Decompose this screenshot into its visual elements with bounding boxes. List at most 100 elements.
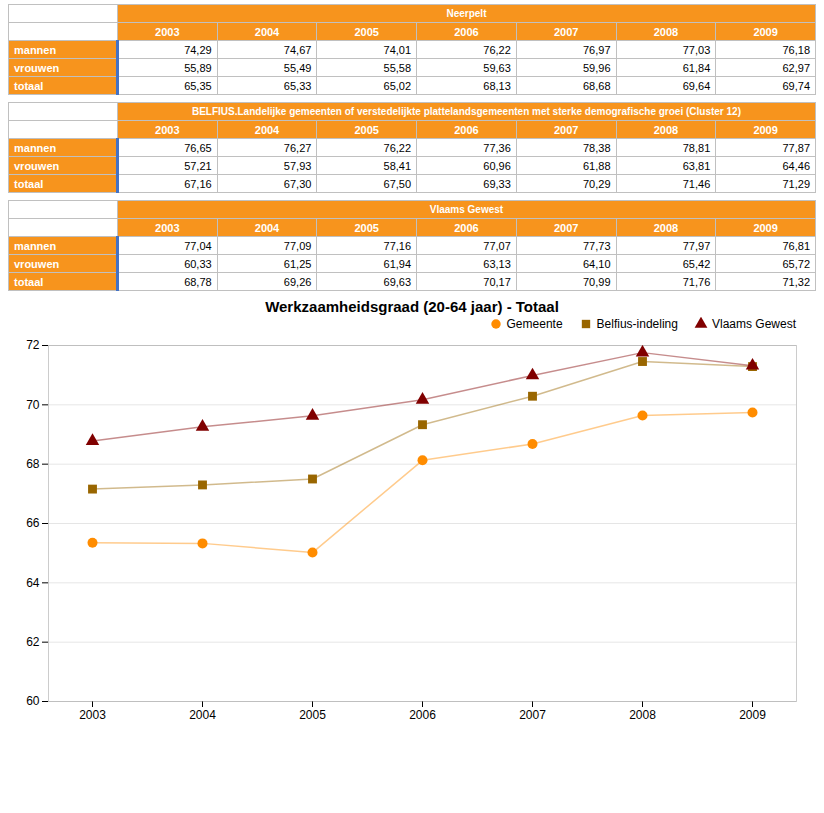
- html-text:2003: 2003: [155, 123, 180, 136]
- html-text:59,96: 59,96: [583, 61, 611, 74]
- html-text:vrouwen: vrouwen: [14, 159, 60, 172]
- html-text:65,33: 65,33: [283, 79, 312, 92]
- html-text:61,84: 61,84: [682, 61, 711, 74]
- html-text:2006: 2006: [454, 123, 479, 136]
- html-text:58,41: 58,41: [383, 159, 412, 172]
- html-text:63,81: 63,81: [682, 159, 711, 172]
- html-text:71,29: 71,29: [782, 177, 810, 190]
- html-text:2004: 2004: [254, 221, 280, 234]
- html-text:69,64: 69,64: [682, 79, 711, 92]
- html-text:76,97: 76,97: [583, 43, 611, 56]
- html-text:76,22: 76,22: [483, 43, 511, 56]
- html-text:mannen: mannen: [14, 43, 57, 56]
- html-text:60,96: 60,96: [483, 159, 511, 172]
- html-text:2007: 2007: [553, 123, 579, 136]
- html-text:61,88: 61,88: [583, 159, 611, 172]
- html-text:70,29: 70,29: [583, 177, 611, 190]
- html-text:2006: 2006: [454, 221, 479, 234]
- svg-text:2005: 2005: [299, 708, 326, 722]
- html-text:55,89: 55,89: [184, 61, 212, 74]
- html-text:2007: 2007: [553, 25, 579, 38]
- html-text:Werkzaamheidsgraad (20-64 jaar: Werkzaamheidsgraad (20-64 jaar) - Totaal: [265, 298, 559, 315]
- html-text:77,07: 77,07: [483, 239, 511, 252]
- html-text:vrouwen: vrouwen: [14, 61, 60, 74]
- html-text:67,16: 67,16: [184, 177, 212, 190]
- html-text:63,13: 63,13: [483, 257, 511, 270]
- html-text:67,50: 67,50: [383, 177, 412, 190]
- svg-text:2007: 2007: [519, 708, 546, 722]
- html-text:2004: 2004: [254, 123, 280, 136]
- html-text:77,09: 77,09: [283, 239, 312, 252]
- html-text:2009: 2009: [753, 123, 778, 136]
- html-text:2005: 2005: [354, 25, 379, 38]
- html-text:71,46: 71,46: [682, 177, 711, 190]
- html-text:68,13: 68,13: [483, 79, 511, 92]
- html-text:2008: 2008: [653, 221, 679, 234]
- html-text:64,46: 64,46: [782, 159, 810, 172]
- html-text:78,38: 78,38: [583, 141, 611, 154]
- html-text:2005: 2005: [354, 221, 379, 234]
- svg-text:62: 62: [26, 635, 40, 649]
- html-text:61,25: 61,25: [283, 257, 312, 270]
- html-text:2003: 2003: [155, 25, 180, 38]
- html-text:76,18: 76,18: [782, 43, 810, 56]
- html-text:77,04: 77,04: [184, 239, 212, 252]
- html-text:2009: 2009: [753, 25, 778, 38]
- html-text:77,73: 77,73: [583, 239, 611, 252]
- svg-text:2004: 2004: [189, 708, 216, 722]
- html-text:2008: 2008: [653, 25, 679, 38]
- html-text:57,21: 57,21: [184, 159, 212, 172]
- html-text:2003: 2003: [155, 221, 180, 234]
- html-text:55,49: 55,49: [283, 61, 312, 74]
- html-text:2006: 2006: [454, 25, 479, 38]
- html-text:74,01: 74,01: [383, 43, 412, 56]
- html-text:65,35: 65,35: [184, 79, 212, 92]
- svg-text:2006: 2006: [409, 708, 436, 722]
- html-text:77,87: 77,87: [782, 141, 810, 154]
- html-text:74,67: 74,67: [283, 43, 312, 56]
- svg-text:64: 64: [26, 576, 40, 590]
- html-text:62,97: 62,97: [782, 61, 810, 74]
- html-text:74,29: 74,29: [184, 43, 212, 56]
- html-text:57,93: 57,93: [283, 159, 312, 172]
- svg-text:60: 60: [26, 694, 40, 708]
- html-text:2008: 2008: [653, 123, 679, 136]
- html-text:68,68: 68,68: [583, 79, 611, 92]
- html-text:2009: 2009: [753, 221, 778, 234]
- svg-text:2008: 2008: [629, 708, 656, 722]
- html-text:mannen: mannen: [14, 141, 57, 154]
- html-text:69,33: 69,33: [483, 177, 511, 190]
- html-text:2007: 2007: [553, 221, 579, 234]
- svg-text:2009: 2009: [739, 708, 766, 722]
- svg-text:2003: 2003: [79, 708, 106, 722]
- html-text:vrouwen: vrouwen: [14, 257, 60, 270]
- html-text:77,36: 77,36: [483, 141, 511, 154]
- html-text:55,58: 55,58: [383, 61, 412, 74]
- html-text:2005: 2005: [354, 123, 379, 136]
- html-text:totaal: totaal: [14, 177, 44, 190]
- html-text:65,02: 65,02: [383, 79, 412, 92]
- html-text:76,65: 76,65: [184, 141, 212, 154]
- svg-text:66: 66: [26, 516, 40, 530]
- html-text:76,27: 76,27: [283, 141, 312, 154]
- html-text:76,22: 76,22: [383, 141, 412, 154]
- html-text:76,81: 76,81: [782, 239, 810, 252]
- html-text:totaal: totaal: [14, 79, 44, 92]
- html-text:59,63: 59,63: [483, 61, 511, 74]
- svg-text:70: 70: [26, 398, 40, 412]
- html-text:77,97: 77,97: [682, 239, 711, 252]
- svg-text:72: 72: [26, 338, 40, 352]
- html-text:mannen: mannen: [14, 239, 57, 252]
- html-text:61,94: 61,94: [383, 257, 412, 270]
- html-text:78,81: 78,81: [682, 141, 711, 154]
- html-text:77,16: 77,16: [383, 239, 412, 252]
- html-text:2004: 2004: [254, 25, 280, 38]
- html-text:77,03: 77,03: [682, 43, 711, 56]
- html-text:Gemeente: Gemeente: [506, 317, 563, 331]
- html-text:Belfius-indeling: Belfius-indeling: [596, 317, 678, 331]
- html-text:69,74: 69,74: [782, 79, 810, 92]
- html-text:Vlaams Gewest: Vlaams Gewest: [712, 317, 796, 331]
- html-text:67,30: 67,30: [283, 177, 312, 190]
- html-text:60,33: 60,33: [184, 257, 212, 270]
- svg-text:68: 68: [26, 457, 40, 471]
